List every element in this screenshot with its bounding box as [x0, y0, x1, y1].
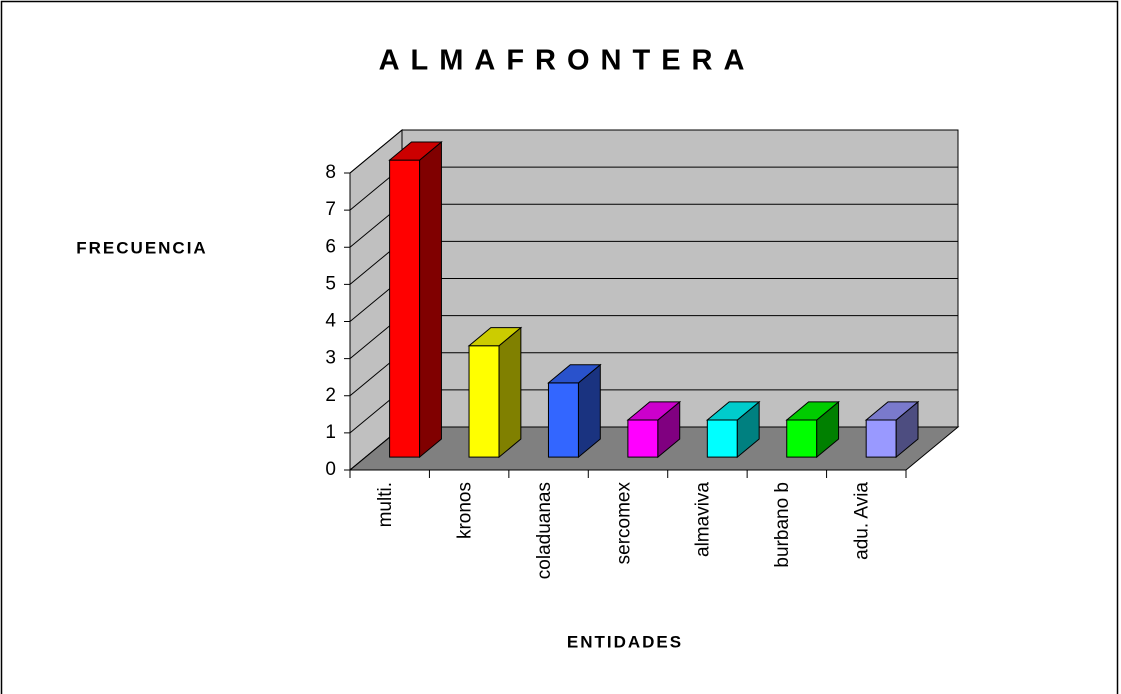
- bar-top: [467, 327, 523, 347]
- bar: [389, 159, 421, 458]
- x-tick-label: coladuanas: [534, 482, 555, 579]
- bar: [786, 419, 818, 458]
- bar-top: [864, 401, 920, 421]
- y-tick-label: 3: [325, 348, 336, 369]
- y-tick-label: 4: [325, 311, 336, 332]
- y-tick-label: 5: [325, 273, 336, 294]
- x-tick-label: sercomex: [613, 482, 634, 565]
- y-tick-label: 1: [325, 422, 336, 443]
- bar: [627, 419, 659, 458]
- bar: [468, 345, 500, 458]
- bar: [865, 419, 897, 458]
- chart-title: ALMAFRONTERA: [379, 45, 756, 77]
- x-tick-label: kronos: [454, 482, 475, 539]
- bar-side: [498, 326, 522, 459]
- bar-top: [626, 401, 682, 421]
- x-tick-label: multi.: [375, 482, 396, 527]
- bar-top: [547, 364, 602, 384]
- bar-top: [388, 141, 443, 161]
- y-tick-label: 8: [325, 162, 336, 183]
- bar-top: [785, 401, 840, 421]
- bar: [547, 382, 579, 458]
- y-axis-label: FRECUENCIA: [76, 238, 207, 257]
- y-tick-label: 6: [325, 236, 336, 257]
- grid-line: [349, 129, 403, 174]
- x-tick-label: adu. Avia: [852, 482, 873, 560]
- y-tick-label: 0: [325, 459, 336, 480]
- bar-side: [419, 140, 442, 459]
- y-tick-label: 7: [325, 199, 336, 220]
- x-tick-label: burbano b: [772, 482, 793, 568]
- bar: [706, 419, 738, 458]
- x-tick-label: almaviva: [693, 482, 714, 557]
- y-tick-label: 2: [325, 385, 336, 406]
- x-axis-label: ENTIDADES: [567, 632, 683, 651]
- bar-top: [705, 401, 761, 421]
